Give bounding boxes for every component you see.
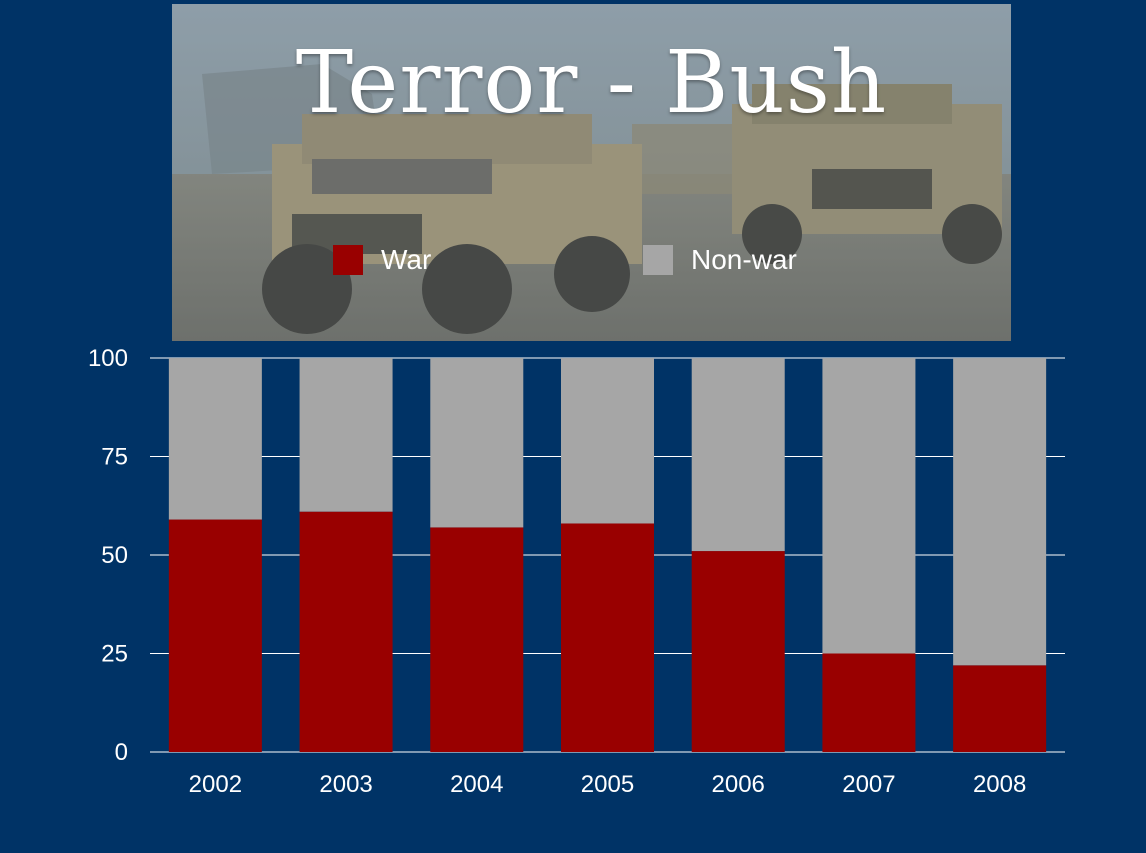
slide-title: Terror - Bush xyxy=(295,33,888,133)
x-tick-label: 2005 xyxy=(581,771,634,798)
legend-swatch-non-war xyxy=(643,245,673,275)
bar-non-war-2006 xyxy=(691,358,785,552)
y-tick-label: 50 xyxy=(101,542,128,569)
x-tick-label: 2004 xyxy=(450,771,503,798)
bar-war-2003 xyxy=(299,511,393,752)
legend-item-war: War xyxy=(333,245,431,275)
bar-war-2005 xyxy=(561,523,654,752)
bar-war-2008 xyxy=(953,665,1047,752)
x-tick-label: 2003 xyxy=(319,771,372,798)
bar-non-war-2008 xyxy=(953,358,1047,666)
x-tick-label: 2002 xyxy=(189,771,242,798)
y-tick-label: 100 xyxy=(88,345,128,372)
legend-item-non-war: Non-war xyxy=(643,245,797,275)
bar-war-2007 xyxy=(822,653,916,752)
bar-non-war-2002 xyxy=(168,358,262,520)
y-tick-label: 25 xyxy=(101,641,128,668)
legend-label-non-war: Non-war xyxy=(691,244,797,275)
x-tick-label: 2008 xyxy=(973,771,1026,798)
bar-non-war-2007 xyxy=(822,358,916,654)
bar-non-war-2003 xyxy=(299,358,393,512)
y-tick-label: 0 xyxy=(115,739,128,766)
bar-war-2004 xyxy=(430,527,524,752)
x-tick-label: 2006 xyxy=(712,771,765,798)
military-humvees-photo xyxy=(172,4,1011,341)
x-tick-label: 2007 xyxy=(842,771,895,798)
legend-swatch-war xyxy=(333,245,363,275)
legend-label-war: War xyxy=(381,244,432,275)
bar-war-2006 xyxy=(691,551,785,752)
photo-panel xyxy=(172,4,1011,341)
bar-war-2002 xyxy=(168,519,262,752)
bar-non-war-2005 xyxy=(561,358,654,524)
y-tick-label: 75 xyxy=(101,444,128,471)
bar-non-war-2004 xyxy=(430,358,524,528)
